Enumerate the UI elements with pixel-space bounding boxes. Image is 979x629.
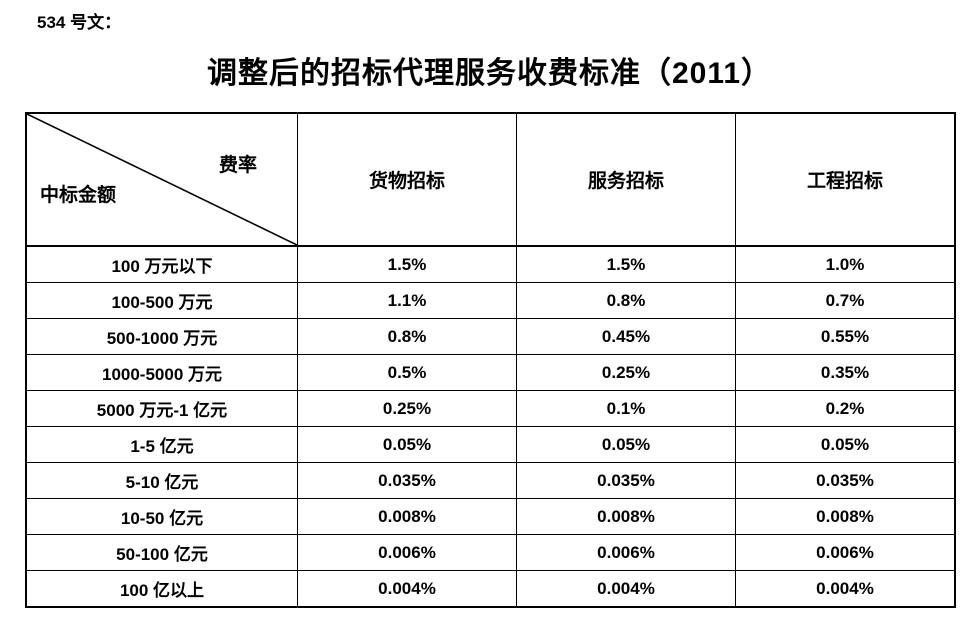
table-row: 50-100 亿元 0.006% 0.006% 0.006% xyxy=(25,534,956,571)
amount-cell: 50-100 亿元 xyxy=(25,534,298,571)
rate-cell-service: 0.8% xyxy=(516,282,736,319)
table-row: 5-10 亿元 0.035% 0.035% 0.035% xyxy=(25,462,956,499)
rate-cell-engineering: 1.0% xyxy=(735,245,956,283)
rate-cell-goods: 0.5% xyxy=(297,354,517,391)
column-header-engineering: 工程招标 xyxy=(735,112,956,247)
corner-header-cell: 费率 中标金额 xyxy=(25,112,298,247)
rate-cell-engineering: 0.004% xyxy=(735,570,956,608)
table-row: 100 万元以下 1.5% 1.5% 1.0% xyxy=(25,245,956,283)
rate-cell-service: 0.1% xyxy=(516,390,736,427)
rate-cell-service: 0.008% xyxy=(516,498,736,535)
amount-cell: 5000 万元-1 亿元 xyxy=(25,390,298,427)
rate-cell-goods: 0.25% xyxy=(297,390,517,427)
rate-cell-goods: 0.008% xyxy=(297,498,517,535)
rate-cell-engineering: 0.008% xyxy=(735,498,956,535)
amount-cell: 500-1000 万元 xyxy=(25,318,298,355)
table-row: 10-50 亿元 0.008% 0.008% 0.008% xyxy=(25,498,956,535)
rate-cell-service: 0.05% xyxy=(516,426,736,463)
table-row: 1000-5000 万元 0.5% 0.25% 0.35% xyxy=(25,354,956,391)
doc-number-label: 534 号文： xyxy=(37,13,122,32)
rate-cell-engineering: 0.006% xyxy=(735,534,956,571)
page-title: 调整后的招标代理服务收费标准（2011） xyxy=(206,57,773,90)
rate-cell-engineering: 0.55% xyxy=(735,318,956,355)
amount-cell: 100 万元以下 xyxy=(25,245,298,283)
rate-cell-service: 0.25% xyxy=(516,354,736,391)
amount-cell: 1000-5000 万元 xyxy=(25,354,298,391)
rate-cell-service: 0.006% xyxy=(516,534,736,571)
amount-cell: 5-10 亿元 xyxy=(25,462,298,499)
rate-cell-service: 0.45% xyxy=(516,318,736,355)
rate-cell-engineering: 0.35% xyxy=(735,354,956,391)
table-row: 5000 万元-1 亿元 0.25% 0.1% 0.2% xyxy=(25,390,956,427)
fee-table: 费率 中标金额 货物招标 服务招标 工程招标 100 万元以下 1.5% 1.5… xyxy=(25,112,956,608)
rate-cell-goods: 0.004% xyxy=(297,570,517,608)
table-header-row: 费率 中标金额 货物招标 服务招标 工程招标 xyxy=(25,112,956,247)
rate-cell-goods: 0.006% xyxy=(297,534,517,571)
amount-cell: 10-50 亿元 xyxy=(25,498,298,535)
rate-cell-goods: 0.8% xyxy=(297,318,517,355)
rate-cell-goods: 1.1% xyxy=(297,282,517,319)
column-header-goods: 货物招标 xyxy=(297,112,517,247)
rate-cell-engineering: 0.7% xyxy=(735,282,956,319)
table-row: 100-500 万元 1.1% 0.8% 0.7% xyxy=(25,282,956,319)
table-row: 1-5 亿元 0.05% 0.05% 0.05% xyxy=(25,426,956,463)
amount-cell: 1-5 亿元 xyxy=(25,426,298,463)
table-row: 100 亿以上 0.004% 0.004% 0.004% xyxy=(25,570,956,608)
rate-cell-engineering: 0.2% xyxy=(735,390,956,427)
rate-cell-service: 1.5% xyxy=(516,245,736,283)
corner-label-rate: 费率 xyxy=(218,155,257,176)
diagonal-divider-line xyxy=(27,114,297,244)
rate-cell-service: 0.004% xyxy=(516,570,736,608)
column-header-service: 服务招标 xyxy=(516,112,736,247)
rate-cell-engineering: 0.05% xyxy=(735,426,956,463)
amount-cell: 100-500 万元 xyxy=(25,282,298,319)
amount-cell: 100 亿以上 xyxy=(25,570,298,608)
rate-cell-service: 0.035% xyxy=(516,462,736,499)
rate-cell-goods: 0.035% xyxy=(297,462,517,499)
rate-cell-engineering: 0.035% xyxy=(735,462,956,499)
table-row: 500-1000 万元 0.8% 0.45% 0.55% xyxy=(25,318,956,355)
corner-label-amount: 中标金额 xyxy=(40,185,117,206)
rate-cell-goods: 0.05% xyxy=(297,426,517,463)
rate-cell-goods: 1.5% xyxy=(297,245,517,283)
